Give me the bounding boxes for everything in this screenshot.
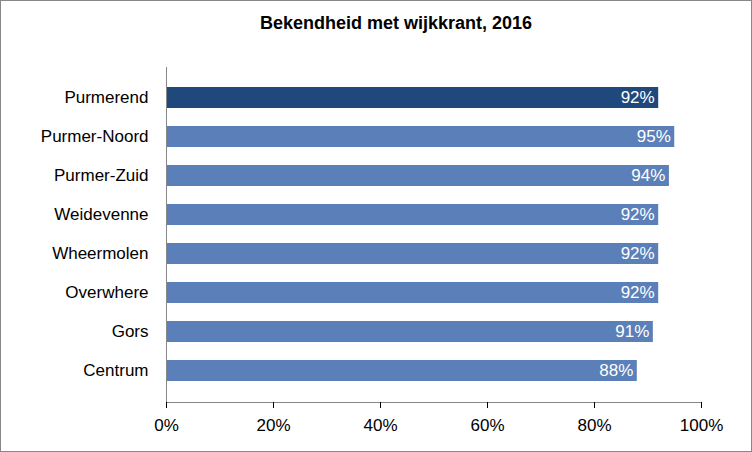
svg-text:95%: 95%	[637, 127, 671, 146]
svg-text:92%: 92%	[621, 88, 655, 107]
svg-text:88%: 88%	[599, 361, 633, 380]
svg-text:Gors: Gors	[112, 322, 149, 341]
svg-text:Purmerend: Purmerend	[64, 88, 148, 107]
svg-text:91%: 91%	[615, 322, 649, 341]
svg-text:0%: 0%	[154, 416, 179, 435]
svg-text:60%: 60%	[470, 416, 504, 435]
svg-text:20%: 20%	[256, 416, 290, 435]
svg-text:40%: 40%	[363, 416, 397, 435]
svg-text:94%: 94%	[631, 166, 665, 185]
html-text:Bekendheid met wijkkrant, 2016: Bekendheid met wijkkrant, 2016	[259, 13, 532, 33]
svg-text:Wheermolen: Wheermolen	[52, 244, 148, 263]
svg-text:92%: 92%	[621, 205, 655, 224]
svg-text:92%: 92%	[621, 283, 655, 302]
svg-text:92%: 92%	[621, 244, 655, 263]
svg-text:Purmer-Zuid: Purmer-Zuid	[54, 166, 148, 185]
svg-text:Overwhere: Overwhere	[65, 283, 148, 302]
svg-text:80%: 80%	[577, 416, 611, 435]
svg-text:Centrum: Centrum	[83, 361, 148, 380]
svg-text:Purmer-Noord: Purmer-Noord	[41, 127, 149, 146]
svg-text:100%: 100%	[680, 416, 723, 435]
svg-text:Weidevenne: Weidevenne	[54, 205, 148, 224]
